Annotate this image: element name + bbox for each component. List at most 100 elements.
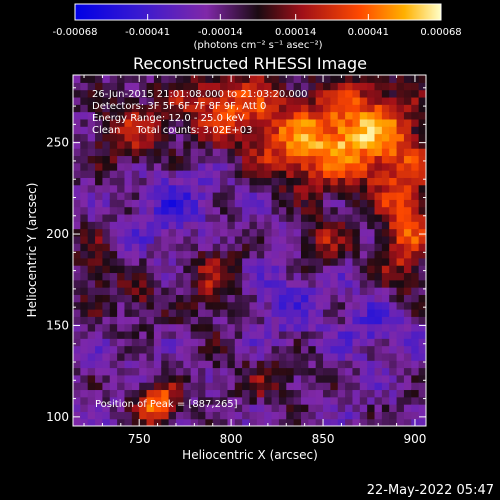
heatmap-cell [359, 155, 368, 164]
heatmap-cell [256, 199, 265, 208]
heatmap-cell [73, 133, 81, 142]
heatmap-cell [396, 170, 405, 178]
heatmap-cell [367, 411, 376, 420]
heatmap-cell [403, 199, 412, 208]
heatmap-cell [95, 235, 104, 244]
heatmap-cell [381, 382, 390, 391]
heatmap-cell [146, 206, 155, 215]
heatmap-cell [87, 316, 96, 325]
heatmap-cell [234, 287, 243, 295]
heatmap-cell [381, 257, 390, 266]
heatmap-cell [80, 367, 89, 376]
heatmap-cell [367, 228, 376, 237]
heatmap-cell [323, 382, 331, 391]
heatmap-cell [345, 140, 354, 149]
heatmap-cell [146, 338, 155, 347]
heatmap-cell [161, 360, 170, 369]
heatmap-cell [323, 104, 331, 113]
heatmap-cell [249, 133, 258, 142]
heatmap-cell [242, 411, 251, 420]
heatmap-cell [359, 316, 368, 325]
heatmap-cell [95, 404, 104, 412]
heatmap-cell [139, 228, 148, 237]
heatmap-cell [323, 96, 331, 105]
heatmap-cell [95, 148, 104, 157]
heatmap-cell [95, 221, 104, 230]
heatmap-cell [183, 338, 192, 347]
heatmap-cell [220, 96, 229, 105]
heatmap-cell [212, 360, 221, 369]
heatmap-cell [242, 82, 251, 91]
heatmap-cell [330, 272, 339, 281]
heatmap-cell [190, 133, 199, 142]
heatmap-cell [139, 96, 148, 105]
heatmap-cell [352, 162, 361, 171]
heatmap-cell [212, 374, 221, 383]
heatmap-cell [168, 389, 177, 398]
heatmap-cell [293, 155, 302, 164]
heatmap-cell [73, 323, 81, 332]
heatmap-cell [396, 272, 405, 281]
heatmap-cell [117, 265, 126, 274]
heatmap-cell [242, 140, 251, 149]
heatmap-cell [396, 133, 405, 142]
heatmap-cell [264, 155, 273, 164]
heatmap-cell [80, 82, 89, 91]
heatmap-cell [175, 367, 184, 376]
heatmap-cell [234, 338, 243, 347]
heatmap-cell [198, 301, 206, 310]
heatmap-cell [345, 206, 354, 215]
heatmap-cell [396, 316, 405, 325]
heatmap-cell [124, 192, 133, 200]
heatmap-cell [73, 360, 81, 369]
heatmap-cell [183, 184, 192, 193]
heatmap-cell [403, 287, 412, 295]
heatmap-cell [146, 148, 155, 157]
heatmap-cell [249, 374, 258, 383]
heatmap-cell [227, 309, 236, 317]
heatmap-cell [212, 206, 221, 215]
heatmap-cell [308, 345, 317, 354]
heatmap-cell [352, 309, 361, 317]
heatmap-cell [315, 323, 324, 332]
heatmap-cell [161, 257, 170, 266]
heatmap-cell [403, 294, 412, 303]
heatmap-cell [278, 170, 287, 178]
heatmap-cell [139, 82, 148, 91]
heatmap-cell [131, 148, 140, 157]
heatmap-cell [308, 170, 317, 178]
heatmap-cell [117, 418, 126, 426]
heatmap-cell [168, 330, 177, 339]
heatmap-cell [220, 140, 229, 149]
heatmap-cell [330, 228, 339, 237]
heatmap-cell [109, 221, 118, 230]
heatmap-cell [205, 148, 214, 157]
heatmap-cell [278, 287, 287, 295]
heatmap-cell [315, 316, 324, 325]
heatmap-cell [124, 316, 133, 325]
heatmap-cell [374, 162, 383, 171]
heatmap-cell [109, 404, 118, 412]
heatmap-cell [242, 213, 251, 222]
heatmap-cell [80, 206, 89, 215]
heatmap-cell [337, 374, 346, 383]
heatmap-cell [271, 126, 280, 135]
heatmap-cell [234, 250, 243, 259]
heatmap-cell [146, 396, 155, 405]
heatmap-cell [109, 126, 118, 135]
heatmap-cell [124, 257, 133, 266]
heatmap-cell [124, 309, 133, 317]
heatmap-cell [411, 243, 420, 252]
heatmap-cell [227, 272, 236, 281]
heatmap-cell [308, 374, 317, 383]
heatmap-cell [175, 140, 184, 149]
heatmap-cell [95, 184, 104, 193]
heatmap-cell [337, 126, 346, 135]
heatmap-cell [278, 360, 287, 369]
heatmap-cell [249, 309, 258, 317]
heatmap-cell [367, 396, 376, 405]
heatmap-cell [249, 323, 258, 332]
heatmap-cell [124, 133, 133, 142]
heatmap-cell [256, 243, 265, 252]
heatmap-cell [249, 155, 258, 164]
